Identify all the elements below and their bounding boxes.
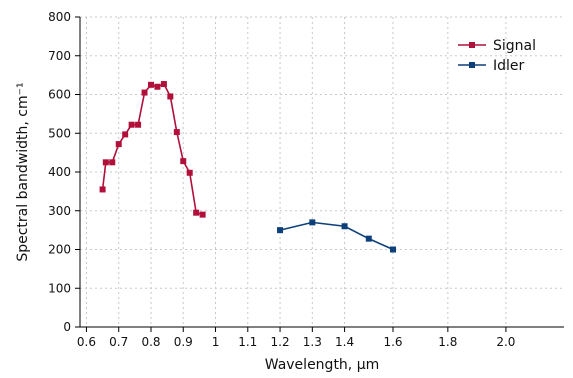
data-point — [365, 235, 372, 242]
data-point — [99, 186, 106, 193]
data-point — [193, 209, 200, 216]
data-point — [309, 219, 316, 226]
x-tick-label: 1.3 — [303, 335, 322, 349]
grid — [80, 16, 564, 327]
data-point — [135, 121, 142, 128]
x-tick-label: 0.8 — [141, 335, 160, 349]
data-point — [173, 129, 180, 136]
data-point — [389, 246, 396, 253]
data-point — [277, 227, 284, 234]
data-point — [160, 81, 167, 88]
y-tick-label: 100 — [48, 281, 71, 295]
y-axis-label: Spectral bandwidth, cm⁻¹ — [15, 82, 31, 261]
data-point — [167, 93, 174, 100]
data-point — [102, 159, 109, 166]
x-axis-label: Wavelength, µm — [265, 357, 380, 373]
y-tick-label: 800 — [48, 10, 71, 24]
axes: 0.6 0.7 0.8 0.9 1 1.1 1.2 1.3 1.4 1.6 1.8 2.0 0 100 20… — [48, 10, 564, 349]
y-tick-label: 500 — [48, 126, 71, 140]
series-line — [279, 221, 394, 251]
data-point — [341, 223, 348, 230]
x-tick-label: 1 — [212, 335, 220, 349]
y-tick-label: 200 — [48, 243, 71, 257]
x-tick-label: 1.8 — [438, 335, 457, 349]
legend-marker — [469, 42, 475, 48]
data-point — [186, 169, 193, 176]
data-point — [199, 211, 206, 218]
y-tick-label: 400 — [48, 165, 71, 179]
x-tick-label: 2.0 — [496, 335, 515, 349]
data-point — [141, 89, 148, 96]
x-tick-label: 1.6 — [383, 335, 402, 349]
x-tick-label: 1.1 — [238, 335, 257, 349]
x-tick-label: 1.4 — [335, 335, 354, 349]
legend: Signal Idler — [458, 38, 536, 74]
legend-item-signal: Signal — [458, 38, 536, 54]
series-idler — [277, 219, 396, 253]
legend-label: Signal — [493, 38, 536, 54]
y-tick-label: 600 — [48, 88, 71, 102]
x-tick-label: 1.2 — [271, 335, 290, 349]
x-tick-label: 0.9 — [174, 335, 193, 349]
series-line — [101, 83, 203, 216]
data-point — [115, 141, 122, 148]
data-point — [154, 83, 161, 90]
y-tick-label: 300 — [48, 204, 71, 218]
data-point — [180, 158, 187, 165]
data-point — [147, 81, 154, 88]
data-point — [122, 131, 129, 138]
legend-item-idler: Idler — [458, 58, 525, 74]
data-point — [109, 159, 116, 166]
data-point — [128, 121, 135, 128]
legend-marker — [469, 62, 475, 68]
x-tick-label: 0.6 — [77, 335, 96, 349]
y-tick-label: 700 — [48, 49, 71, 63]
x-tick-label: 0.7 — [109, 335, 128, 349]
y-tick-label: 0 — [63, 320, 71, 334]
legend-label: Idler — [493, 58, 525, 74]
series-signal — [99, 81, 206, 218]
series-layer — [99, 81, 396, 253]
